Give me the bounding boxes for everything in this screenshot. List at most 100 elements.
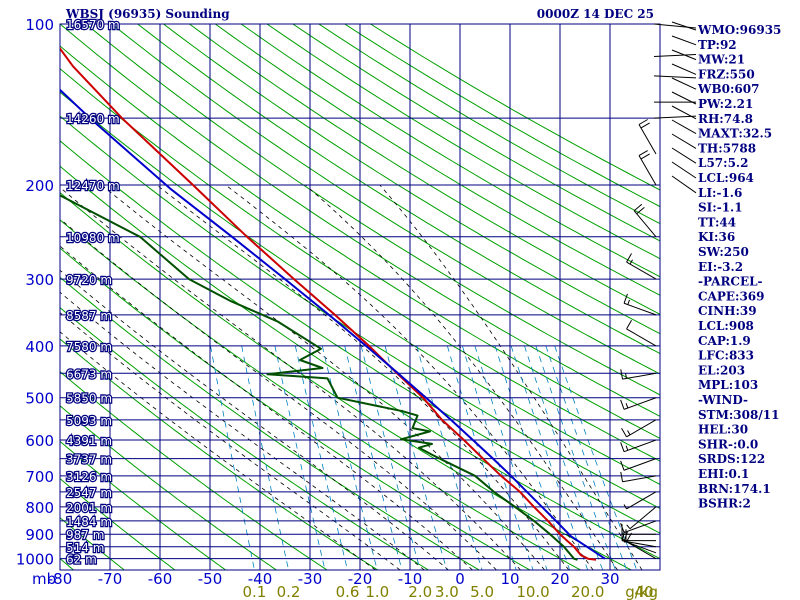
height-label: 16570 m — [66, 18, 120, 32]
wind-barb — [626, 541, 657, 560]
wind-barb-flag — [626, 524, 631, 530]
temperature-tick-label: -20 — [348, 570, 373, 588]
wind-barb-flag — [625, 445, 629, 451]
stat-line: RH:74.8 — [698, 112, 753, 126]
pressure-tick-label: 700 — [25, 468, 54, 486]
wind-barb — [623, 439, 657, 453]
moist-adiabat-line — [60, 331, 376, 570]
wind-barb-flag — [623, 504, 627, 510]
height-label: 7580 m — [66, 340, 112, 354]
moist-adiabat-line — [60, 312, 401, 570]
pressure-tick-label: 1000 — [16, 551, 54, 569]
dry-adiabat-line — [60, 477, 176, 570]
wind-barb-flag — [633, 203, 643, 212]
stat-line: LI:-1.6 — [698, 186, 742, 200]
stat-line: CAP:1.9 — [698, 334, 751, 348]
dry-adiabat-line — [60, 192, 632, 570]
mixing-ratio-line — [416, 345, 483, 570]
stat-line: -PARCEL- — [698, 275, 763, 289]
temperature-tick-label: 0 — [455, 570, 465, 588]
mixing-ratio-line — [545, 345, 628, 570]
temperature-tick-label: 30 — [600, 570, 619, 588]
mixing-ratio-line — [274, 345, 326, 570]
height-label: 14260 m — [66, 112, 120, 126]
stat-line: FRZ:550 — [698, 67, 755, 81]
dry-adiabat-line — [111, 24, 660, 375]
wind-barb — [638, 124, 657, 155]
height-label: 2001 m — [66, 501, 112, 515]
temperature-tick-label: -10 — [398, 570, 423, 588]
wind-barb-flag — [627, 430, 631, 436]
stat-line: L57:5.2 — [698, 156, 748, 170]
mixing-ratio-line — [384, 345, 448, 570]
wind-barb-flag — [620, 442, 625, 452]
dry-adiabat-line — [60, 24, 660, 417]
moist-adiabat-line — [60, 186, 521, 570]
height-label: 62 m — [66, 553, 97, 567]
stat-leader-line — [671, 175, 697, 194]
stat-line: TT:44 — [698, 215, 736, 229]
wind-barb-flag — [627, 299, 630, 305]
mixing-ratio-line — [524, 345, 604, 570]
moist-adiabat-line — [101, 184, 545, 570]
moist-adiabat-line — [60, 218, 497, 570]
mixing-ratio-line — [210, 345, 255, 570]
moist-adiabat-line — [60, 245, 473, 570]
temperature-tick-label: -40 — [248, 570, 273, 588]
mixing-ratio-line — [447, 345, 517, 570]
stat-leader-line — [671, 63, 697, 75]
wind-barb-flag — [620, 369, 624, 380]
wind-barb-flag — [620, 399, 625, 410]
height-label: 5093 m — [66, 414, 112, 428]
wind-barb-flag — [636, 206, 645, 215]
mixing-ratio-line — [510, 345, 589, 570]
stat-line: SI:-1.1 — [698, 201, 743, 215]
height-label: 3737 m — [66, 453, 112, 467]
stat-line: SW:250 — [698, 245, 749, 259]
stat-leader-line — [671, 133, 697, 149]
wind-barb — [623, 540, 657, 554]
stat-line: MPL:103 — [698, 378, 758, 392]
height-label: 987 m — [66, 528, 104, 542]
stat-line: EI:-3.2 — [698, 260, 743, 274]
dewpoint-trace — [60, 194, 578, 561]
height-label: 3126 m — [66, 470, 112, 484]
temperature-tick-label: -60 — [148, 570, 173, 588]
pressure-tick-label: 300 — [25, 271, 54, 289]
wind-barb-flag — [626, 253, 632, 263]
stat-line: LCL:964 — [698, 171, 754, 185]
temperature-tick-label: -70 — [98, 570, 123, 588]
temperature-tick-label: -80 — [48, 570, 73, 588]
dry-adiabat-line — [60, 338, 379, 570]
height-label: 10980 m — [66, 231, 120, 245]
dry-adiabat-line — [60, 45, 660, 439]
parcel-trace — [60, 88, 606, 560]
wind-barb — [622, 475, 657, 483]
stat-leader-line — [671, 77, 697, 90]
dry-adiabat-line — [60, 91, 660, 485]
sounding-traces — [60, 46, 606, 561]
wind-barb-flag — [622, 530, 625, 541]
mixing-ratio-label: 10.0 — [516, 583, 549, 600]
stat-line: EL:203 — [698, 363, 745, 377]
pressure-tick-label: 800 — [25, 499, 54, 517]
wind-barb — [623, 520, 657, 534]
stat-line: LFC:833 — [698, 349, 754, 363]
dry-adiabat-line — [189, 24, 660, 315]
stat-line: MAXT:32.5 — [698, 127, 772, 141]
stat-line: SHR-:0.0 — [698, 437, 758, 451]
moist-adiabat-line — [225, 184, 594, 570]
pressure-tick-label: 400 — [25, 338, 54, 356]
stat-line: CINH:39 — [698, 304, 757, 318]
moist-adiabat-line — [156, 184, 570, 570]
wind-barbs — [620, 23, 697, 560]
wind-barb-flag — [620, 522, 625, 533]
wind-barb — [626, 261, 657, 280]
wind-barb — [633, 210, 657, 238]
chart-time: 0000Z 14 DEC 25 — [537, 7, 654, 21]
stat-leader-line — [671, 105, 697, 120]
wind-barb — [623, 302, 657, 316]
wind-barb-flag — [638, 119, 648, 125]
wind-barb-flag — [621, 427, 627, 438]
